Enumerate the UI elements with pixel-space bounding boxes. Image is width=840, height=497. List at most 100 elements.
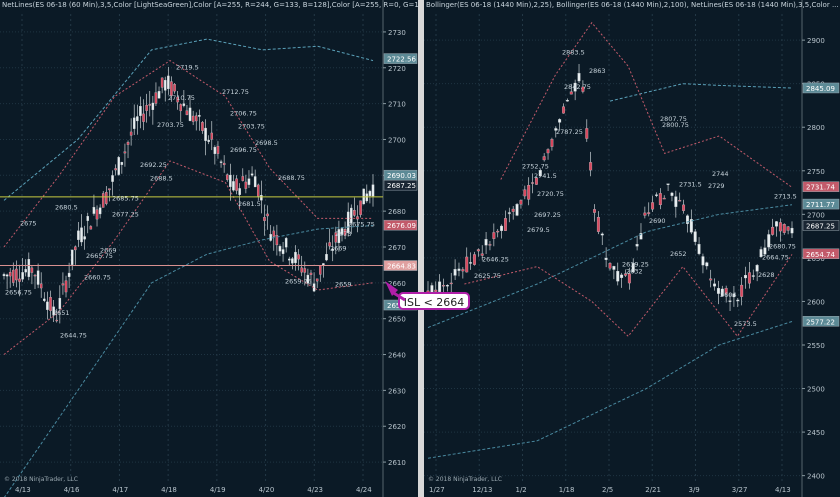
candle-body bbox=[558, 119, 562, 123]
candle-body bbox=[573, 82, 577, 92]
candle-body bbox=[565, 100, 569, 102]
candle-body bbox=[631, 263, 635, 273]
y-tick-label: 2650 bbox=[388, 316, 406, 324]
x-tick-label: 4/20 bbox=[259, 486, 275, 494]
candle-body bbox=[473, 254, 476, 265]
y-tick-label: 2660 bbox=[388, 280, 406, 288]
price-badge bbox=[802, 181, 840, 192]
candle-body bbox=[716, 288, 720, 294]
price-badge bbox=[802, 220, 840, 231]
price-annotation: 2807.75 bbox=[660, 115, 687, 123]
candle-body bbox=[724, 288, 728, 294]
candle-body bbox=[27, 259, 31, 277]
panel-divider[interactable] bbox=[418, 0, 424, 497]
price-annotation: 2787.25 bbox=[556, 128, 583, 136]
candle-body bbox=[266, 213, 269, 217]
candle-body bbox=[188, 107, 192, 121]
candle-body bbox=[736, 299, 740, 302]
candle-body bbox=[500, 225, 504, 231]
daily-candlestick-chart[interactable]: 2400245025002550260026502700275028002850… bbox=[424, 0, 840, 497]
candle-body bbox=[786, 226, 790, 231]
candle-body bbox=[662, 197, 666, 200]
candle-body bbox=[343, 229, 347, 236]
candle-body bbox=[219, 161, 223, 163]
candle-body bbox=[83, 236, 86, 240]
candle-body bbox=[70, 249, 74, 265]
candle-body bbox=[511, 208, 515, 212]
candle-body bbox=[43, 298, 46, 301]
hourly-candlestick-chart[interactable]: 2610262026302640265026602670268026902700… bbox=[0, 0, 418, 497]
candle-body bbox=[111, 175, 114, 182]
candle-body bbox=[368, 190, 372, 197]
y-tick-label: 2640 bbox=[388, 352, 406, 360]
candle-body bbox=[476, 249, 480, 252]
price-annotation: 2665.75 bbox=[86, 252, 113, 260]
price-annotation: 2720.75 bbox=[537, 190, 564, 198]
candle-body bbox=[527, 185, 531, 200]
price-annotation: 2698.5 bbox=[255, 139, 278, 147]
price-annotation: 2842.75 bbox=[564, 83, 591, 91]
candle-body bbox=[709, 278, 713, 281]
candle-body bbox=[562, 106, 565, 114]
candle-body bbox=[123, 151, 127, 154]
price-badge bbox=[383, 53, 418, 64]
candle-body bbox=[747, 272, 751, 284]
candle-body bbox=[434, 289, 438, 292]
candle-body bbox=[639, 233, 643, 240]
candle-body bbox=[503, 218, 507, 231]
candle-body bbox=[346, 211, 350, 234]
candle-body bbox=[350, 207, 353, 224]
candle-body bbox=[353, 210, 356, 216]
y-tick-label: 2750 bbox=[807, 168, 825, 176]
price-annotation: 2680.5 bbox=[55, 203, 78, 211]
candle-body bbox=[291, 258, 294, 264]
candle-body bbox=[198, 115, 201, 117]
price-annotation: 2883.5 bbox=[562, 49, 585, 57]
right-chart-panel[interactable]: 2400245025002550260026502700275028002850… bbox=[424, 0, 840, 497]
candle-body bbox=[95, 209, 99, 220]
price-badge bbox=[802, 82, 840, 94]
price-badge bbox=[383, 219, 418, 231]
candle-body bbox=[238, 188, 241, 195]
candle-body bbox=[136, 116, 139, 122]
x-tick-label: 4/18 bbox=[161, 486, 177, 494]
price-annotation: 2681.5 bbox=[238, 200, 261, 208]
price-annotation: 2675 bbox=[20, 219, 37, 227]
x-tick-label: 1/2 bbox=[516, 486, 527, 494]
left-chart-title: NetLines(ES 06-18 (60 Min),3,5,Color [Li… bbox=[2, 1, 418, 9]
candle-body bbox=[658, 193, 662, 206]
price-annotation: 2604 bbox=[720, 291, 737, 299]
candle-body bbox=[39, 283, 43, 289]
candle-body bbox=[229, 174, 232, 187]
candle-body bbox=[5, 274, 9, 277]
y-tick-label: 2710 bbox=[388, 101, 406, 109]
price-badge bbox=[802, 198, 840, 210]
candle-body bbox=[250, 173, 254, 176]
candle-body bbox=[647, 212, 651, 214]
price-badge-label: 2690.03 bbox=[387, 172, 416, 180]
candle-body bbox=[132, 117, 136, 129]
candle-body bbox=[232, 181, 235, 191]
price-annotation: 2692.25 bbox=[140, 161, 167, 169]
price-annotation: 2669 bbox=[100, 246, 117, 254]
price-annotation: 2713.5 bbox=[774, 193, 797, 201]
y-tick-label: 2600 bbox=[807, 298, 825, 306]
candle-body bbox=[257, 184, 260, 197]
candle-body bbox=[778, 222, 782, 232]
candle-body bbox=[114, 168, 117, 171]
candle-body bbox=[744, 274, 747, 279]
candle-body bbox=[77, 230, 80, 240]
x-tick-label: 4/24 bbox=[356, 486, 372, 494]
candle-body bbox=[55, 319, 58, 322]
candle-body bbox=[24, 269, 27, 273]
price-axis bbox=[802, 0, 840, 497]
candle-body bbox=[46, 301, 49, 310]
candle-body bbox=[226, 174, 229, 180]
candle-body bbox=[319, 265, 322, 275]
left-chart-panel[interactable]: 2610262026302640265026602670268026902700… bbox=[0, 0, 418, 497]
candle-body bbox=[300, 267, 303, 273]
candle-body bbox=[589, 162, 593, 171]
candle-body bbox=[120, 162, 124, 165]
candle-body bbox=[306, 274, 310, 284]
candle-body bbox=[682, 204, 686, 211]
